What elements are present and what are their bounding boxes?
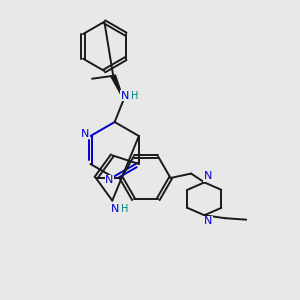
Text: N: N (204, 216, 212, 226)
Text: N: N (121, 91, 129, 100)
Polygon shape (111, 75, 124, 100)
Text: H: H (131, 91, 138, 100)
Text: N: N (81, 129, 89, 139)
Text: N: N (204, 172, 212, 182)
Text: N: N (105, 175, 114, 185)
Text: H: H (121, 204, 128, 214)
Text: N: N (111, 204, 119, 214)
